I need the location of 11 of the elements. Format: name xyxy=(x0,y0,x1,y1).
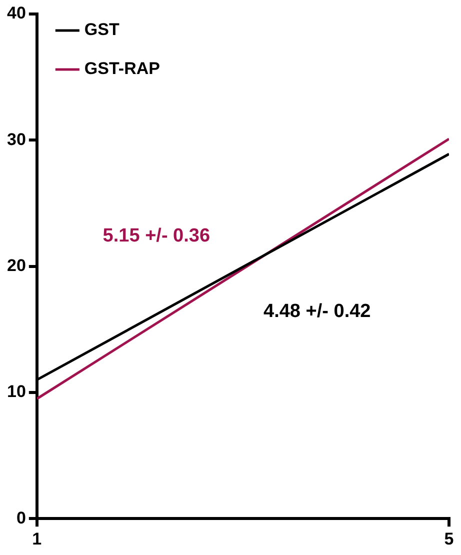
y-tick-label: 0 xyxy=(16,508,26,528)
annotation: 5.15 +/- 0.36 xyxy=(102,225,210,246)
y-tick-label: 30 xyxy=(6,130,26,149)
annotation: 4.48 +/- 0.42 xyxy=(264,300,371,322)
x-tick-label: 5 xyxy=(444,529,454,548)
y-tick-label: 20 xyxy=(6,256,26,275)
y-tick-label: 10 xyxy=(6,382,26,402)
y-tick-label: 40 xyxy=(6,4,26,23)
legend-label: GST-RAP xyxy=(84,59,160,78)
legend-label: GST xyxy=(84,20,120,40)
x-tick-label: 1 xyxy=(32,529,42,548)
